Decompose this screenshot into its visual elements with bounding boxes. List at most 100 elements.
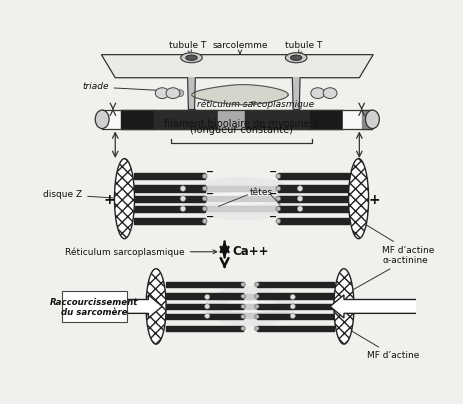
Text: MF d’actine: MF d’actine xyxy=(339,324,419,360)
Polygon shape xyxy=(207,314,293,318)
Ellipse shape xyxy=(276,186,281,191)
Polygon shape xyxy=(154,110,219,128)
Text: −: − xyxy=(206,189,214,199)
Ellipse shape xyxy=(146,269,166,344)
Ellipse shape xyxy=(202,186,207,191)
Ellipse shape xyxy=(180,196,186,201)
Polygon shape xyxy=(278,206,349,212)
Ellipse shape xyxy=(241,326,245,331)
Text: −: − xyxy=(206,212,214,222)
Polygon shape xyxy=(278,218,349,224)
Polygon shape xyxy=(278,173,349,179)
Polygon shape xyxy=(343,110,362,128)
Text: α-actinine: α-actinine xyxy=(347,256,428,293)
Polygon shape xyxy=(134,185,205,191)
FancyArrow shape xyxy=(112,295,162,318)
Text: filament bipolaire de myosine II: filament bipolaire de myosine II xyxy=(164,118,319,128)
Polygon shape xyxy=(166,314,243,320)
Ellipse shape xyxy=(290,55,302,61)
Ellipse shape xyxy=(241,294,245,299)
Ellipse shape xyxy=(241,314,245,319)
Text: MF d’actine: MF d’actine xyxy=(358,220,434,255)
Text: sarcolemme: sarcolemme xyxy=(212,41,268,54)
Ellipse shape xyxy=(297,186,303,191)
Ellipse shape xyxy=(114,159,134,239)
Ellipse shape xyxy=(199,192,284,205)
Polygon shape xyxy=(183,186,300,191)
Ellipse shape xyxy=(311,88,325,99)
Polygon shape xyxy=(257,326,334,331)
Ellipse shape xyxy=(205,304,210,309)
Ellipse shape xyxy=(290,295,295,299)
Ellipse shape xyxy=(241,304,245,309)
Ellipse shape xyxy=(334,269,354,344)
Ellipse shape xyxy=(297,196,303,201)
Polygon shape xyxy=(257,303,334,309)
Ellipse shape xyxy=(276,196,281,201)
Ellipse shape xyxy=(181,53,202,63)
Ellipse shape xyxy=(255,304,259,309)
Polygon shape xyxy=(207,304,293,309)
Polygon shape xyxy=(207,295,293,299)
Polygon shape xyxy=(134,173,205,179)
Ellipse shape xyxy=(166,88,180,99)
Polygon shape xyxy=(166,303,243,309)
Ellipse shape xyxy=(165,90,173,97)
Ellipse shape xyxy=(349,159,369,239)
Ellipse shape xyxy=(180,206,186,211)
Ellipse shape xyxy=(180,186,186,191)
Ellipse shape xyxy=(219,301,282,312)
Ellipse shape xyxy=(205,314,210,318)
Text: disque Z: disque Z xyxy=(43,190,121,200)
Polygon shape xyxy=(192,84,288,105)
FancyArrow shape xyxy=(96,295,127,318)
Ellipse shape xyxy=(365,110,379,128)
Text: tubule T: tubule T xyxy=(169,41,206,54)
Polygon shape xyxy=(166,293,243,299)
Ellipse shape xyxy=(176,90,184,97)
Text: −: − xyxy=(269,212,277,222)
Polygon shape xyxy=(219,110,245,128)
Text: +: + xyxy=(103,193,115,207)
Ellipse shape xyxy=(155,88,169,99)
Ellipse shape xyxy=(95,110,109,128)
Ellipse shape xyxy=(276,206,281,211)
Ellipse shape xyxy=(202,196,207,201)
Ellipse shape xyxy=(255,294,259,299)
Polygon shape xyxy=(102,110,121,128)
Ellipse shape xyxy=(205,295,210,299)
Text: −: − xyxy=(269,167,277,177)
Polygon shape xyxy=(134,218,205,224)
Ellipse shape xyxy=(241,282,245,287)
Ellipse shape xyxy=(202,206,207,211)
Polygon shape xyxy=(257,293,334,299)
Polygon shape xyxy=(278,185,349,191)
Polygon shape xyxy=(102,110,372,128)
Polygon shape xyxy=(278,196,349,202)
Ellipse shape xyxy=(205,286,295,327)
Polygon shape xyxy=(101,55,373,78)
Ellipse shape xyxy=(276,219,281,223)
Polygon shape xyxy=(310,110,343,128)
Ellipse shape xyxy=(276,174,281,179)
Ellipse shape xyxy=(285,53,307,63)
Polygon shape xyxy=(257,282,334,287)
Text: −: − xyxy=(269,189,277,199)
FancyArrow shape xyxy=(330,295,419,318)
Polygon shape xyxy=(188,78,195,109)
Text: Raccourcissement
du sarcomère: Raccourcissement du sarcomère xyxy=(50,297,138,317)
Ellipse shape xyxy=(255,326,259,331)
Polygon shape xyxy=(292,78,300,109)
Polygon shape xyxy=(134,196,205,202)
FancyBboxPatch shape xyxy=(62,291,127,322)
Polygon shape xyxy=(245,110,310,128)
Text: tubule T: tubule T xyxy=(285,41,323,54)
Polygon shape xyxy=(121,110,154,128)
Polygon shape xyxy=(183,196,300,201)
Text: −: − xyxy=(206,167,214,177)
Ellipse shape xyxy=(186,55,197,61)
Text: (longueur constante): (longueur constante) xyxy=(190,126,293,135)
Text: têtes: têtes xyxy=(249,188,272,197)
Text: Ca++: Ca++ xyxy=(232,245,269,258)
Ellipse shape xyxy=(202,219,207,223)
